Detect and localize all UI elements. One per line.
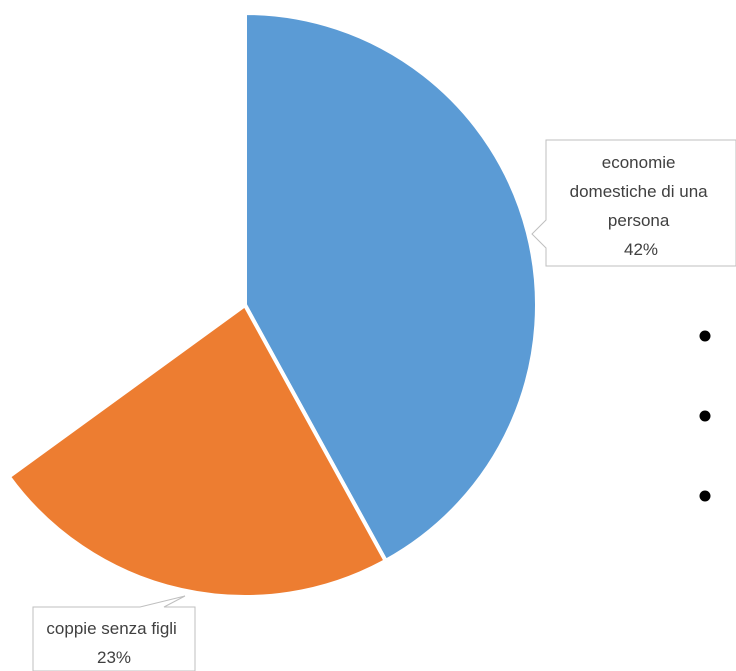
legend-markers [699, 330, 711, 502]
data-label-economie-domestiche-box [531, 139, 736, 267]
slice-0-percent-label: 42% [624, 240, 658, 259]
data-label-economie-domestiche-text: economie domestiche di una persona 42% [570, 153, 713, 259]
data-label-economie-domestiche: economie domestiche di una persona 42% [531, 139, 736, 267]
slice-0-label-line-2: domestiche di una [570, 182, 709, 201]
legend-marker-1 [699, 410, 711, 422]
data-label-coppie-senza-figli-text: coppie senza figli 23% [46, 619, 181, 667]
legend-marker-0 [699, 330, 711, 342]
slice-0-label-line-3: persona [608, 211, 670, 230]
slice-0-label-line-1: economie [602, 153, 676, 172]
pie-slice-1 [6, 303, 388, 599]
legend-marker-2 [699, 490, 711, 502]
pie-slice-0 [243, 11, 539, 563]
pie-slices [6, 11, 539, 599]
data-label-coppie-senza-figli: coppie senza figli 23% [32, 595, 196, 671]
data-labels: economie domestiche di una persona 42% c… [32, 139, 736, 671]
slice-1-percent-label: 23% [97, 648, 131, 667]
data-label-coppie-senza-figli-box [32, 595, 196, 671]
slice-1-label-line-1: coppie senza figli [46, 619, 176, 638]
